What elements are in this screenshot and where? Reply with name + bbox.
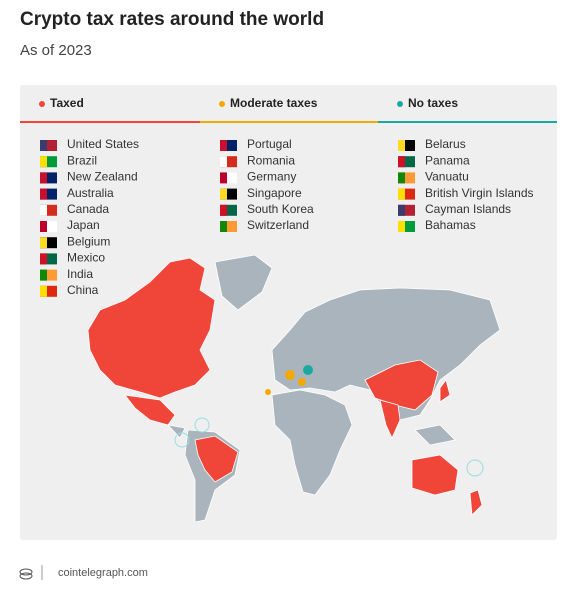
flag-stripe bbox=[398, 140, 405, 151]
caribbean bbox=[194, 417, 210, 433]
title: Crypto tax rates around the world bbox=[20, 9, 324, 30]
country-name: India bbox=[67, 267, 93, 281]
flag bbox=[398, 204, 415, 216]
flag bbox=[220, 188, 237, 200]
panel bbox=[20, 85, 557, 540]
subtitle: As of 2023 bbox=[20, 42, 92, 59]
country-name: Romania bbox=[247, 153, 295, 167]
flag-stripe bbox=[398, 172, 405, 184]
legend-dot bbox=[397, 101, 403, 107]
country-name: New Zealand bbox=[67, 170, 138, 184]
vanuatu bbox=[466, 459, 484, 477]
flag-stripe bbox=[220, 221, 227, 232]
country-name: South Korea bbox=[247, 202, 314, 216]
flag-stripe bbox=[40, 156, 47, 168]
flag-stripe bbox=[40, 237, 47, 249]
source: cointelegraph.com bbox=[58, 567, 148, 579]
country-name: Singapore bbox=[247, 186, 302, 200]
flag bbox=[40, 156, 57, 168]
flag-stripe bbox=[40, 188, 47, 200]
flag-stripe bbox=[40, 140, 47, 151]
country-name: Cayman Islands bbox=[425, 202, 511, 216]
portugal bbox=[265, 389, 271, 395]
country-name: Canada bbox=[67, 202, 109, 216]
country-name: Panama bbox=[425, 153, 470, 167]
country-name: Belarus bbox=[425, 137, 466, 151]
flag bbox=[398, 172, 415, 184]
flag bbox=[40, 221, 57, 232]
world-map bbox=[87, 254, 501, 523]
flag bbox=[40, 285, 57, 297]
flag-stripe bbox=[220, 156, 227, 168]
flag-stripe bbox=[398, 156, 405, 168]
flag-stripe bbox=[220, 188, 227, 200]
flag bbox=[220, 172, 237, 184]
flag bbox=[220, 221, 237, 232]
country-name: Belgium bbox=[67, 234, 110, 248]
flag-stripe bbox=[40, 285, 47, 297]
flag-stripe bbox=[40, 221, 47, 232]
country-name: China bbox=[67, 283, 99, 297]
country-name: United States bbox=[67, 137, 139, 151]
flag-stripe bbox=[398, 221, 405, 232]
column-heading: Moderate taxes bbox=[230, 96, 318, 110]
flag bbox=[40, 188, 57, 200]
flag-stripe bbox=[40, 172, 47, 184]
country-name: Germany bbox=[247, 170, 296, 184]
flag bbox=[398, 188, 415, 200]
flag-stripe bbox=[40, 269, 47, 281]
logo bbox=[19, 565, 43, 580]
flag bbox=[398, 221, 415, 232]
flag bbox=[220, 140, 237, 151]
flag-stripe bbox=[40, 204, 47, 216]
flag bbox=[40, 237, 57, 249]
column-underline bbox=[200, 121, 378, 123]
country-name: Vanuatu bbox=[425, 170, 469, 184]
flag bbox=[40, 204, 57, 216]
country-name: British Virgin Islands bbox=[425, 186, 534, 200]
column-heading: Taxed bbox=[50, 96, 84, 110]
flag bbox=[398, 140, 415, 151]
country-name: Portugal bbox=[247, 137, 292, 151]
flag-stripe bbox=[220, 172, 227, 184]
panama bbox=[174, 432, 190, 448]
flag bbox=[220, 204, 237, 216]
flag-stripe bbox=[220, 140, 227, 151]
column-underline bbox=[20, 121, 200, 123]
flag bbox=[40, 269, 57, 281]
column-heading: No taxes bbox=[408, 96, 458, 110]
country-name: Switzerland bbox=[247, 218, 309, 232]
country-name: Japan bbox=[67, 218, 100, 232]
legend-dot bbox=[39, 101, 45, 107]
country-name: Mexico bbox=[67, 251, 105, 265]
romania bbox=[298, 378, 306, 386]
country-name: Bahamas bbox=[425, 218, 476, 232]
flag bbox=[40, 172, 57, 184]
country-name: Australia bbox=[67, 186, 114, 200]
germany bbox=[285, 370, 295, 380]
flag bbox=[40, 253, 57, 265]
flag-stripe bbox=[220, 204, 227, 216]
flag bbox=[40, 140, 57, 151]
legend-dot bbox=[219, 101, 225, 107]
flag-stripe bbox=[398, 204, 405, 216]
flag-stripe bbox=[40, 253, 47, 265]
belarus bbox=[303, 365, 313, 375]
flag-stripe bbox=[398, 188, 405, 200]
flag bbox=[398, 156, 415, 168]
flag bbox=[220, 156, 237, 168]
country-name: Brazil bbox=[67, 153, 97, 167]
column-underline bbox=[378, 121, 557, 123]
